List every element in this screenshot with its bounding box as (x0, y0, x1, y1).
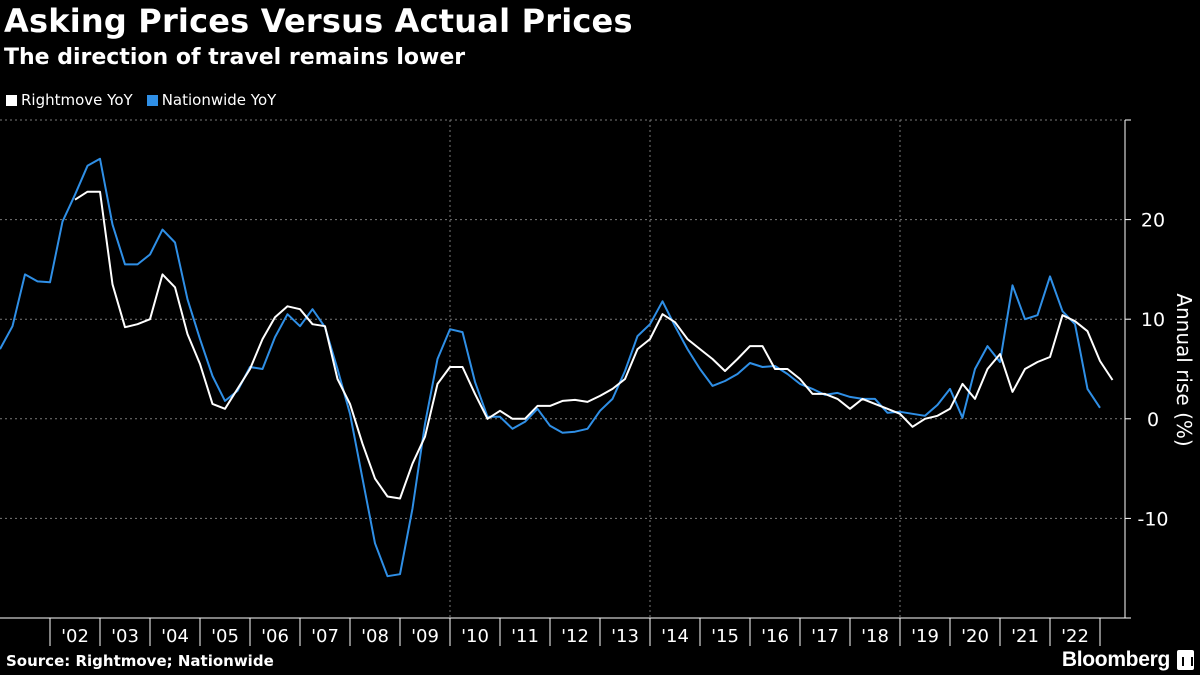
x-tick-label: '02 (61, 626, 89, 647)
y-tick-label: 10 (1141, 309, 1165, 331)
legend-swatch-rightmove (6, 94, 17, 106)
grid-lines (0, 119, 1125, 618)
chart-title: Asking Prices Versus Actual Prices (4, 2, 633, 40)
x-axis: '02 '03 '04 '05 '06 '07 '08 '09 '10 '11 '12 '13 '14 '… (0, 617, 1125, 647)
series-line-nationwide (0, 157, 1101, 578)
x-tick-label: '21 (1011, 626, 1039, 647)
y-tick-label: 20 (1141, 210, 1165, 232)
x-tick-label: '17 (811, 626, 839, 647)
bloomberg-terminal-icon (1177, 650, 1194, 670)
x-tick-label: '22 (1061, 626, 1089, 647)
y-axis-label: Annual rise (%) (1172, 293, 1196, 446)
x-tick-label: '15 (711, 626, 739, 647)
x-tick-label: '03 (111, 626, 139, 647)
legend-item-rightmove: Rightmove YoY (6, 91, 133, 109)
x-tick-label: '04 (161, 626, 189, 647)
x-tick-label: '10 (461, 626, 489, 647)
x-tick-label: '06 (261, 626, 289, 647)
series-lines (0, 157, 1114, 578)
legend-label-rightmove: Rightmove YoY (21, 91, 133, 109)
legend-label-nationwide: Nationwide YoY (161, 91, 277, 109)
bloomberg-logo: Bloomberg (1061, 648, 1170, 671)
x-tick-label: '20 (961, 626, 989, 647)
y-tick-label: -10 (1137, 508, 1168, 530)
x-tick-label: '07 (311, 626, 339, 647)
legend-item-nationwide: Nationwide YoY (146, 91, 277, 109)
y-axis: 20 10 0 -10 (1124, 119, 1169, 619)
x-tick-label: '05 (211, 626, 239, 647)
source-note: Source: Rightmove; Nationwide (6, 652, 274, 670)
x-tick-label: '16 (761, 626, 789, 647)
x-tick-label: '14 (661, 626, 689, 647)
x-tick-label: '18 (861, 626, 889, 647)
x-tick-label: '11 (511, 626, 539, 647)
series-line-rightmove (74, 190, 1114, 500)
legend-swatch-nationwide (146, 94, 158, 106)
x-tick-label: '09 (411, 626, 439, 647)
y-tick-label: 0 (1147, 409, 1159, 431)
x-tick-label: '08 (361, 626, 389, 647)
legend: Rightmove YoY Nationwide YoY (6, 91, 276, 109)
chart-subtitle: The direction of travel remains lower (4, 45, 466, 70)
x-tick-label: '19 (911, 626, 939, 647)
x-tick-label: '12 (561, 626, 589, 647)
x-tick-label: '13 (611, 626, 639, 647)
